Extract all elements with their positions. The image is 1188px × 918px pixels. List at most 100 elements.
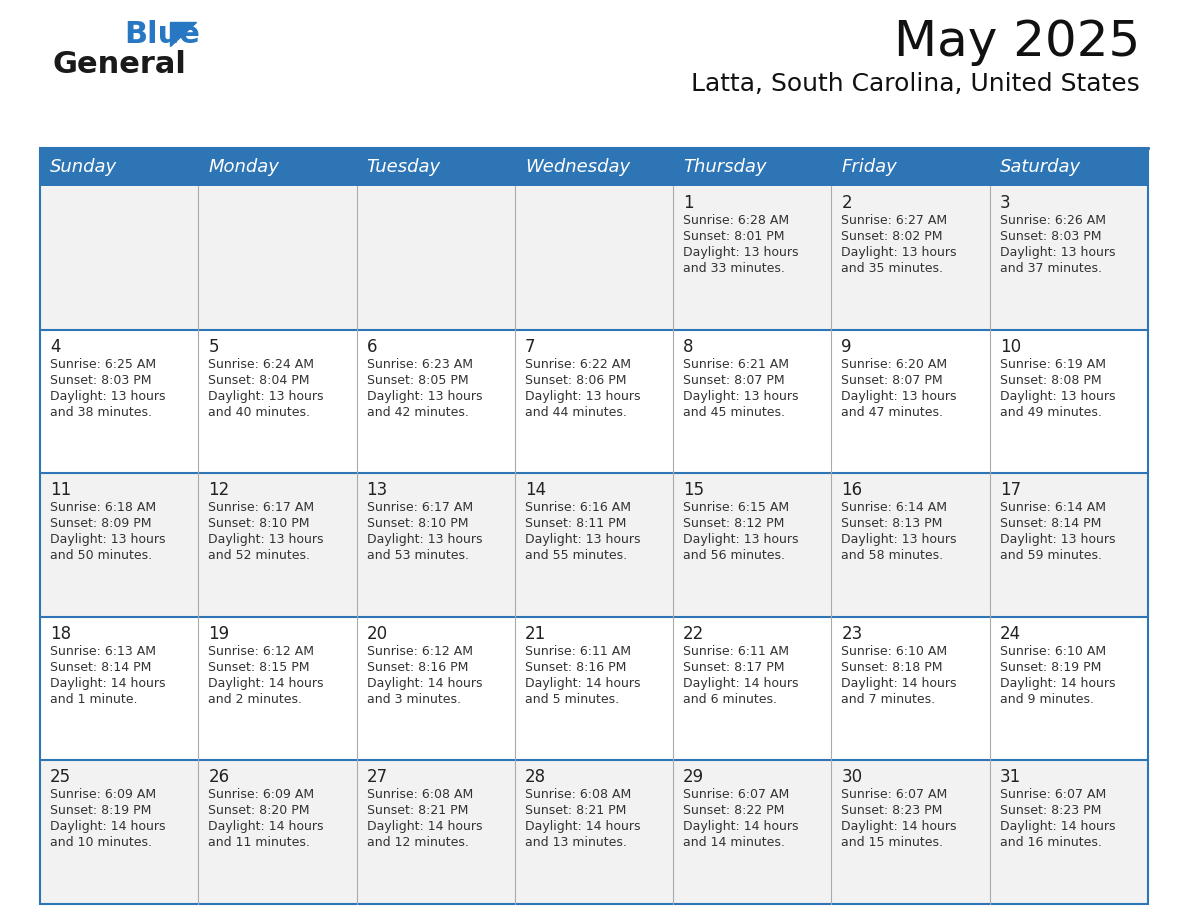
Bar (40, 148, 1148, 186)
Text: Sunset: 8:22 PM: Sunset: 8:22 PM (683, 804, 784, 817)
Text: Daylight: 13 hours: Daylight: 13 hours (208, 533, 324, 546)
Text: 21: 21 (525, 625, 546, 643)
Text: 28: 28 (525, 768, 546, 787)
Text: Daylight: 14 hours: Daylight: 14 hours (50, 821, 165, 834)
Text: May 2025: May 2025 (893, 18, 1140, 66)
Text: Sunset: 8:19 PM: Sunset: 8:19 PM (50, 804, 151, 817)
Text: Sunset: 8:02 PM: Sunset: 8:02 PM (841, 230, 943, 243)
Text: General: General (52, 50, 185, 79)
Text: Sunrise: 6:08 AM: Sunrise: 6:08 AM (525, 789, 631, 801)
Text: 10: 10 (1000, 338, 1020, 355)
Text: and 38 minutes.: and 38 minutes. (50, 406, 152, 419)
Text: Sunset: 8:04 PM: Sunset: 8:04 PM (208, 374, 310, 386)
Text: 15: 15 (683, 481, 704, 499)
Text: Sunrise: 6:14 AM: Sunrise: 6:14 AM (841, 501, 947, 514)
Text: 31: 31 (1000, 768, 1020, 787)
Polygon shape (170, 22, 196, 46)
Text: and 50 minutes.: and 50 minutes. (50, 549, 152, 562)
Text: Sunset: 8:19 PM: Sunset: 8:19 PM (1000, 661, 1101, 674)
Text: Daylight: 14 hours: Daylight: 14 hours (683, 677, 798, 689)
Text: Sunrise: 6:18 AM: Sunrise: 6:18 AM (50, 501, 156, 514)
Text: Sunrise: 6:09 AM: Sunrise: 6:09 AM (208, 789, 315, 801)
Text: Daylight: 13 hours: Daylight: 13 hours (841, 389, 956, 403)
Text: and 3 minutes.: and 3 minutes. (367, 693, 461, 706)
Text: and 37 minutes.: and 37 minutes. (1000, 262, 1101, 275)
Text: 30: 30 (841, 768, 862, 787)
Text: 12: 12 (208, 481, 229, 499)
Text: and 16 minutes.: and 16 minutes. (1000, 836, 1101, 849)
Text: Sunset: 8:11 PM: Sunset: 8:11 PM (525, 517, 626, 531)
Text: Sunrise: 6:25 AM: Sunrise: 6:25 AM (50, 358, 156, 371)
Text: Sunset: 8:21 PM: Sunset: 8:21 PM (367, 804, 468, 817)
Text: Sunrise: 6:17 AM: Sunrise: 6:17 AM (208, 501, 315, 514)
Text: and 40 minutes.: and 40 minutes. (208, 406, 310, 419)
Text: Sunrise: 6:27 AM: Sunrise: 6:27 AM (841, 214, 948, 227)
Text: Daylight: 14 hours: Daylight: 14 hours (367, 821, 482, 834)
Text: and 59 minutes.: and 59 minutes. (1000, 549, 1101, 562)
Text: 1: 1 (683, 194, 694, 212)
Text: 22: 22 (683, 625, 704, 643)
Text: Sunset: 8:07 PM: Sunset: 8:07 PM (841, 374, 943, 386)
Text: Saturday: Saturday (1000, 158, 1081, 176)
Text: Wednesday: Wednesday (525, 158, 630, 176)
Text: Sunrise: 6:11 AM: Sunrise: 6:11 AM (683, 644, 789, 658)
Text: Sunset: 8:10 PM: Sunset: 8:10 PM (208, 517, 310, 531)
Text: Sunrise: 6:28 AM: Sunrise: 6:28 AM (683, 214, 789, 227)
Bar (40, 186, 1148, 330)
Text: 2: 2 (841, 194, 852, 212)
Text: 17: 17 (1000, 481, 1020, 499)
Text: and 2 minutes.: and 2 minutes. (208, 693, 302, 706)
Text: Sunday: Sunday (50, 158, 118, 176)
Text: Sunrise: 6:16 AM: Sunrise: 6:16 AM (525, 501, 631, 514)
Text: 20: 20 (367, 625, 387, 643)
Text: and 47 minutes.: and 47 minutes. (841, 406, 943, 419)
Text: 25: 25 (50, 768, 71, 787)
Text: Daylight: 13 hours: Daylight: 13 hours (367, 533, 482, 546)
Text: Daylight: 14 hours: Daylight: 14 hours (367, 677, 482, 689)
Text: Sunrise: 6:19 AM: Sunrise: 6:19 AM (1000, 358, 1106, 371)
Text: Sunset: 8:18 PM: Sunset: 8:18 PM (841, 661, 943, 674)
Text: Sunset: 8:21 PM: Sunset: 8:21 PM (525, 804, 626, 817)
Text: and 5 minutes.: and 5 minutes. (525, 693, 619, 706)
Text: Sunrise: 6:23 AM: Sunrise: 6:23 AM (367, 358, 473, 371)
Text: Sunset: 8:08 PM: Sunset: 8:08 PM (1000, 374, 1101, 386)
Text: Monday: Monday (208, 158, 279, 176)
Text: Sunset: 8:03 PM: Sunset: 8:03 PM (1000, 230, 1101, 243)
Text: Daylight: 13 hours: Daylight: 13 hours (525, 389, 640, 403)
Text: 18: 18 (50, 625, 71, 643)
Text: and 12 minutes.: and 12 minutes. (367, 836, 468, 849)
Text: Sunrise: 6:10 AM: Sunrise: 6:10 AM (1000, 644, 1106, 658)
Text: Sunrise: 6:07 AM: Sunrise: 6:07 AM (841, 789, 948, 801)
Text: Daylight: 14 hours: Daylight: 14 hours (50, 677, 165, 689)
Text: and 52 minutes.: and 52 minutes. (208, 549, 310, 562)
Text: 8: 8 (683, 338, 694, 355)
Text: Sunset: 8:15 PM: Sunset: 8:15 PM (208, 661, 310, 674)
Text: Daylight: 14 hours: Daylight: 14 hours (208, 821, 324, 834)
Text: Daylight: 13 hours: Daylight: 13 hours (1000, 389, 1116, 403)
Text: Sunset: 8:16 PM: Sunset: 8:16 PM (525, 661, 626, 674)
Text: 13: 13 (367, 481, 387, 499)
Text: and 58 minutes.: and 58 minutes. (841, 549, 943, 562)
Text: Daylight: 14 hours: Daylight: 14 hours (525, 677, 640, 689)
Text: Sunset: 8:17 PM: Sunset: 8:17 PM (683, 661, 784, 674)
Text: 7: 7 (525, 338, 536, 355)
Text: Daylight: 13 hours: Daylight: 13 hours (525, 533, 640, 546)
Text: and 35 minutes.: and 35 minutes. (841, 262, 943, 275)
Text: Thursday: Thursday (683, 158, 766, 176)
Text: 5: 5 (208, 338, 219, 355)
Text: Sunrise: 6:12 AM: Sunrise: 6:12 AM (208, 644, 315, 658)
Text: and 45 minutes.: and 45 minutes. (683, 406, 785, 419)
Text: Sunrise: 6:09 AM: Sunrise: 6:09 AM (50, 789, 156, 801)
Text: Sunrise: 6:07 AM: Sunrise: 6:07 AM (1000, 789, 1106, 801)
Text: Blue: Blue (124, 20, 200, 49)
Text: and 7 minutes.: and 7 minutes. (841, 693, 936, 706)
Text: and 11 minutes.: and 11 minutes. (208, 836, 310, 849)
Text: and 49 minutes.: and 49 minutes. (1000, 406, 1101, 419)
Text: Friday: Friday (841, 158, 897, 176)
Text: Daylight: 14 hours: Daylight: 14 hours (208, 677, 324, 689)
Text: Sunrise: 6:10 AM: Sunrise: 6:10 AM (841, 644, 948, 658)
Text: Daylight: 13 hours: Daylight: 13 hours (683, 389, 798, 403)
Text: Sunset: 8:12 PM: Sunset: 8:12 PM (683, 517, 784, 531)
Text: and 15 minutes.: and 15 minutes. (841, 836, 943, 849)
Text: and 14 minutes.: and 14 minutes. (683, 836, 785, 849)
